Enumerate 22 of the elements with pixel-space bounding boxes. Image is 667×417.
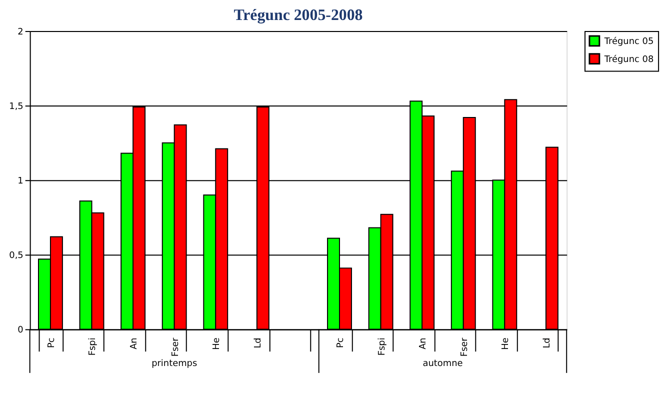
y-tick-label: 1,5 [9,102,24,112]
chart-title: Trégunc 2005-2008 [234,7,363,24]
x-tick-label: He [212,337,222,350]
x-tick-label: Fspi [377,338,388,356]
y-tick-label: 1 [18,176,24,187]
x-tick-label: Ld [542,338,552,348]
text: automne [422,358,464,369]
x-tick-label: An [418,338,429,350]
x-tick-label: An [130,338,140,350]
x-tick-label: Fser [460,337,470,357]
legend-label: Trégunc 08 [603,54,654,65]
x-tick-label: Pc [336,338,346,348]
legend-label: Trégunc 05 [603,36,654,47]
x-tick-label: Fser [170,337,181,357]
text: printemps [152,358,198,369]
x-tick-label: He [501,337,512,350]
y-tick-label: 0 [18,326,24,336]
x-tick-label: Pc [46,338,57,348]
y-tick-label: 0,5 [9,251,24,262]
x-tick-label: Ld [253,338,264,348]
x-tick-label: Fspi [88,338,98,356]
y-tick-label: 2 [18,27,24,38]
